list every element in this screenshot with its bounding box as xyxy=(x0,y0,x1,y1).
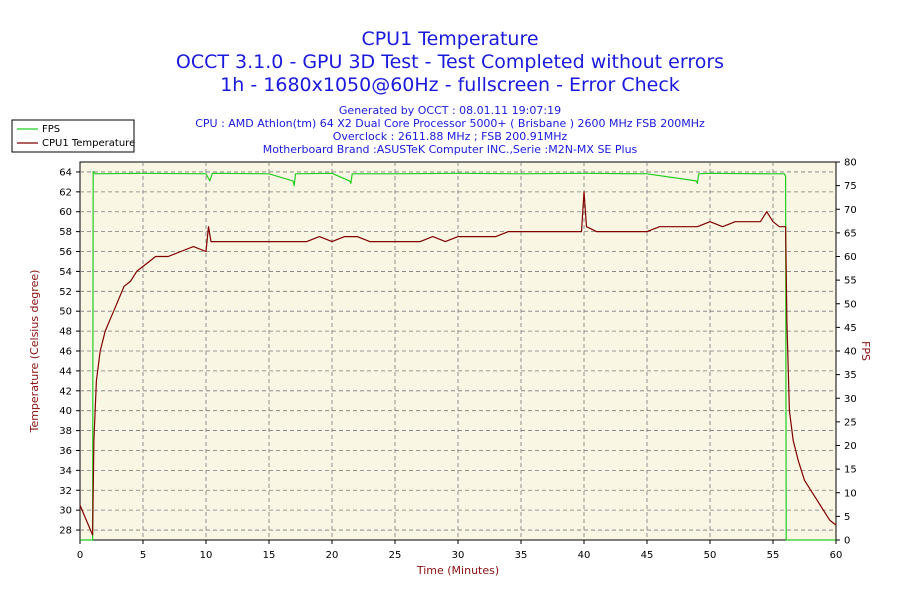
legend-box xyxy=(11,119,135,153)
legend-label-temperature: CPU1 Temperature xyxy=(42,138,135,149)
y-tick-label: 48 xyxy=(59,327,72,338)
x-axis-label: Time (Minutes) xyxy=(416,564,499,577)
x-tick-label: 50 xyxy=(704,550,717,561)
axes: 0 5 10 15 20 25 30 35 40 45 50 55 602830323436384042… xyxy=(59,158,856,562)
y2-tick-label: 5 xyxy=(844,512,850,523)
y2-tick-label: 0 xyxy=(844,536,850,547)
y-tick-label: 38 xyxy=(59,426,72,437)
y-tick-label: 42 xyxy=(59,386,72,397)
y-tick-label: 32 xyxy=(59,486,72,497)
y2-tick-label: 70 xyxy=(844,205,857,216)
y2-tick-label: 35 xyxy=(844,370,857,381)
y2-tick-label: 15 xyxy=(844,465,857,476)
title-block: CPU1 Temperature OCCT 3.1.0 - GPU 3D Tes… xyxy=(176,28,724,156)
y-tick-label: 56 xyxy=(59,247,72,258)
y-tick-label: 36 xyxy=(59,446,72,457)
y2-tick-label: 55 xyxy=(844,276,857,287)
info-motherboard: Motherboard Brand :ASUSTeK Computer INC.… xyxy=(263,143,638,156)
series-line-fps xyxy=(80,170,836,541)
y2-tick-label: 75 xyxy=(844,181,857,192)
y-tick-label: 46 xyxy=(59,347,72,358)
y-tick-label: 64 xyxy=(59,167,72,178)
legend: FPS CPU1 Temperature xyxy=(11,119,135,153)
y2-axis-label: FPS xyxy=(859,341,872,361)
y2-tick-label: 30 xyxy=(844,394,857,405)
y-tick-label: 34 xyxy=(59,466,72,477)
info-cpu: CPU : AMD Athlon(tm) 64 X2 Dual Core Pro… xyxy=(195,117,705,130)
y2-tick-label: 10 xyxy=(844,488,857,499)
y-tick-label: 44 xyxy=(59,366,72,377)
series-layer xyxy=(79,170,837,541)
y-tick-label: 28 xyxy=(59,526,72,537)
grid xyxy=(80,162,836,540)
y-tick-label: 62 xyxy=(59,187,72,198)
y-tick-label: 60 xyxy=(59,207,72,218)
x-tick-label: 15 xyxy=(263,550,276,561)
x-tick-label: 40 xyxy=(578,550,591,561)
x-tick-label: 10 xyxy=(200,550,213,561)
y-tick-label: 58 xyxy=(59,227,72,238)
x-tick-label: 30 xyxy=(452,550,465,561)
x-tick-label: 55 xyxy=(767,550,780,561)
y2-tick-label: 25 xyxy=(844,417,857,428)
y-tick-label: 50 xyxy=(59,307,72,318)
info-generated: Generated by OCCT : 08.01.11 19:07:19 xyxy=(339,104,561,117)
legend-label-fps: FPS xyxy=(42,124,60,135)
y-tick-label: 52 xyxy=(59,287,72,298)
y-tick-label: 30 xyxy=(59,506,72,517)
y2-tick-label: 45 xyxy=(844,323,857,334)
x-tick-label: 45 xyxy=(641,550,654,561)
x-tick-label: 20 xyxy=(326,550,339,561)
chart-title: CPU1 Temperature xyxy=(361,28,538,50)
y2-tick-label: 65 xyxy=(844,228,857,239)
x-tick-label: 5 xyxy=(140,550,146,561)
series-line-cpu1-temperature xyxy=(79,191,837,536)
y-axis-label: Temperature (Celsius degree) xyxy=(28,270,41,434)
y-tick-label: 54 xyxy=(59,267,72,278)
info-overclock: Overclock : 2611.88 MHz ; FSB 200.91MHz xyxy=(333,130,568,143)
x-tick-label: 0 xyxy=(77,550,83,561)
y2-tick-label: 40 xyxy=(844,347,857,358)
chart-subtitle-1: OCCT 3.1.0 - GPU 3D Test - Test Complete… xyxy=(176,51,724,73)
y2-tick-label: 50 xyxy=(844,299,857,310)
chart-subtitle-2: 1h - 1680x1050@60Hz - fullscreen - Error… xyxy=(220,74,680,96)
y2-tick-label: 20 xyxy=(844,441,857,452)
y2-tick-label: 80 xyxy=(844,158,857,169)
x-tick-label: 60 xyxy=(830,550,843,561)
x-tick-label: 35 xyxy=(515,550,528,561)
y2-tick-label: 60 xyxy=(844,252,857,263)
y-tick-label: 40 xyxy=(59,406,72,417)
x-tick-label: 25 xyxy=(389,550,402,561)
